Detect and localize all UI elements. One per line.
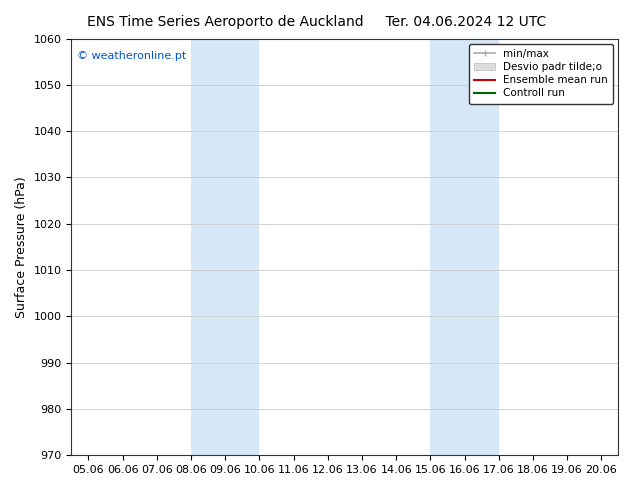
Bar <box>430 39 499 455</box>
Y-axis label: Surface Pressure (hPa): Surface Pressure (hPa) <box>15 176 28 318</box>
Text: © weatheronline.pt: © weatheronline.pt <box>77 51 186 61</box>
Legend: min/max, Desvio padr tilde;o, Ensemble mean run, Controll run: min/max, Desvio padr tilde;o, Ensemble m… <box>469 44 613 103</box>
Text: ENS Time Series Aeroporto de Auckland     Ter. 04.06.2024 12 UTC: ENS Time Series Aeroporto de Auckland Te… <box>87 15 547 29</box>
Bar <box>191 39 259 455</box>
